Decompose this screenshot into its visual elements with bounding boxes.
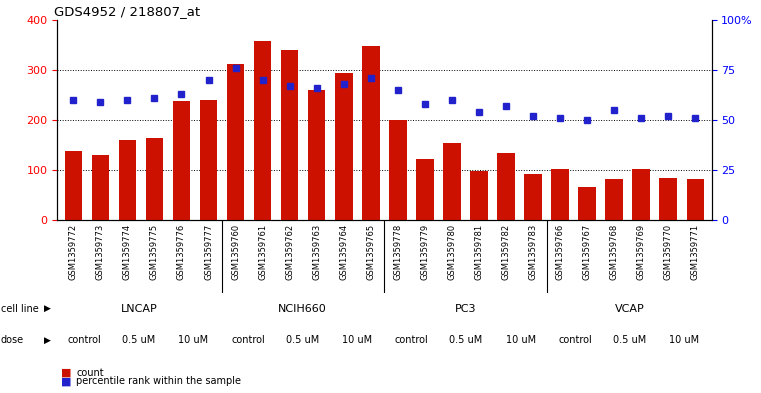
Bar	[308, 90, 326, 220]
Text: GSM1359779: GSM1359779	[420, 224, 429, 280]
Bar	[254, 41, 272, 220]
Text: 10 uM: 10 uM	[505, 335, 536, 345]
Text: GSM1359781: GSM1359781	[474, 224, 483, 280]
Text: GSM1359773: GSM1359773	[96, 224, 105, 280]
Text: ■: ■	[61, 367, 72, 378]
Text: LNCAP: LNCAP	[120, 303, 158, 314]
Text: GSM1359770: GSM1359770	[664, 224, 673, 280]
Text: PC3: PC3	[455, 303, 477, 314]
Text: GDS4952 / 218807_at: GDS4952 / 218807_at	[54, 6, 200, 18]
Bar	[443, 143, 460, 220]
Text: GSM1359772: GSM1359772	[68, 224, 78, 280]
Bar	[578, 187, 596, 220]
Bar	[281, 50, 298, 220]
Bar	[524, 174, 542, 220]
Text: GSM1359761: GSM1359761	[258, 224, 267, 280]
Bar	[606, 179, 623, 220]
Text: dose: dose	[1, 335, 24, 345]
Text: GSM1359769: GSM1359769	[637, 224, 646, 280]
Bar	[145, 138, 163, 220]
Text: GSM1359782: GSM1359782	[501, 224, 511, 280]
Bar	[173, 101, 190, 220]
Bar	[362, 46, 380, 220]
Text: GSM1359775: GSM1359775	[150, 224, 159, 280]
Text: GSM1359777: GSM1359777	[204, 224, 213, 280]
Text: GSM1359760: GSM1359760	[231, 224, 240, 280]
Text: GSM1359766: GSM1359766	[556, 224, 565, 280]
Text: count: count	[76, 367, 103, 378]
Bar	[119, 140, 136, 220]
Text: 0.5 uM: 0.5 uM	[286, 335, 319, 345]
Text: 10 uM: 10 uM	[342, 335, 372, 345]
Text: ▶: ▶	[43, 304, 51, 313]
Bar	[551, 169, 569, 220]
Text: NCIH660: NCIH660	[278, 303, 327, 314]
Text: GSM1359763: GSM1359763	[312, 224, 321, 280]
Text: GSM1359776: GSM1359776	[177, 224, 186, 280]
Text: ▶: ▶	[43, 336, 51, 344]
Text: control: control	[231, 335, 265, 345]
Text: VCAP: VCAP	[615, 303, 645, 314]
Text: 0.5 uM: 0.5 uM	[123, 335, 155, 345]
Text: control: control	[395, 335, 428, 345]
Text: GSM1359774: GSM1359774	[123, 224, 132, 280]
Text: 0.5 uM: 0.5 uM	[450, 335, 482, 345]
Bar	[335, 73, 352, 220]
Bar	[389, 120, 406, 220]
Bar	[199, 100, 218, 220]
Text: control: control	[559, 335, 592, 345]
Bar	[686, 179, 704, 220]
Text: percentile rank within the sample: percentile rank within the sample	[76, 376, 241, 386]
Bar	[227, 64, 244, 220]
Text: GSM1359768: GSM1359768	[610, 224, 619, 280]
Text: GSM1359765: GSM1359765	[366, 224, 375, 280]
Bar	[632, 169, 650, 220]
Bar	[91, 156, 109, 220]
Bar	[497, 153, 514, 220]
Text: GSM1359767: GSM1359767	[583, 224, 591, 280]
Bar	[416, 159, 434, 220]
Text: 10 uM: 10 uM	[178, 335, 209, 345]
Text: GSM1359783: GSM1359783	[529, 224, 537, 280]
Text: GSM1359762: GSM1359762	[285, 224, 295, 280]
Text: GSM1359778: GSM1359778	[393, 224, 403, 280]
Text: ■: ■	[61, 376, 72, 386]
Bar	[65, 151, 82, 220]
Text: GSM1359771: GSM1359771	[691, 224, 700, 280]
Bar	[660, 178, 677, 220]
Text: GSM1359780: GSM1359780	[447, 224, 457, 280]
Text: cell line: cell line	[1, 303, 39, 314]
Bar	[470, 171, 488, 220]
Text: control: control	[68, 335, 101, 345]
Text: GSM1359764: GSM1359764	[339, 224, 349, 280]
Text: 0.5 uM: 0.5 uM	[613, 335, 646, 345]
Text: 10 uM: 10 uM	[669, 335, 699, 345]
